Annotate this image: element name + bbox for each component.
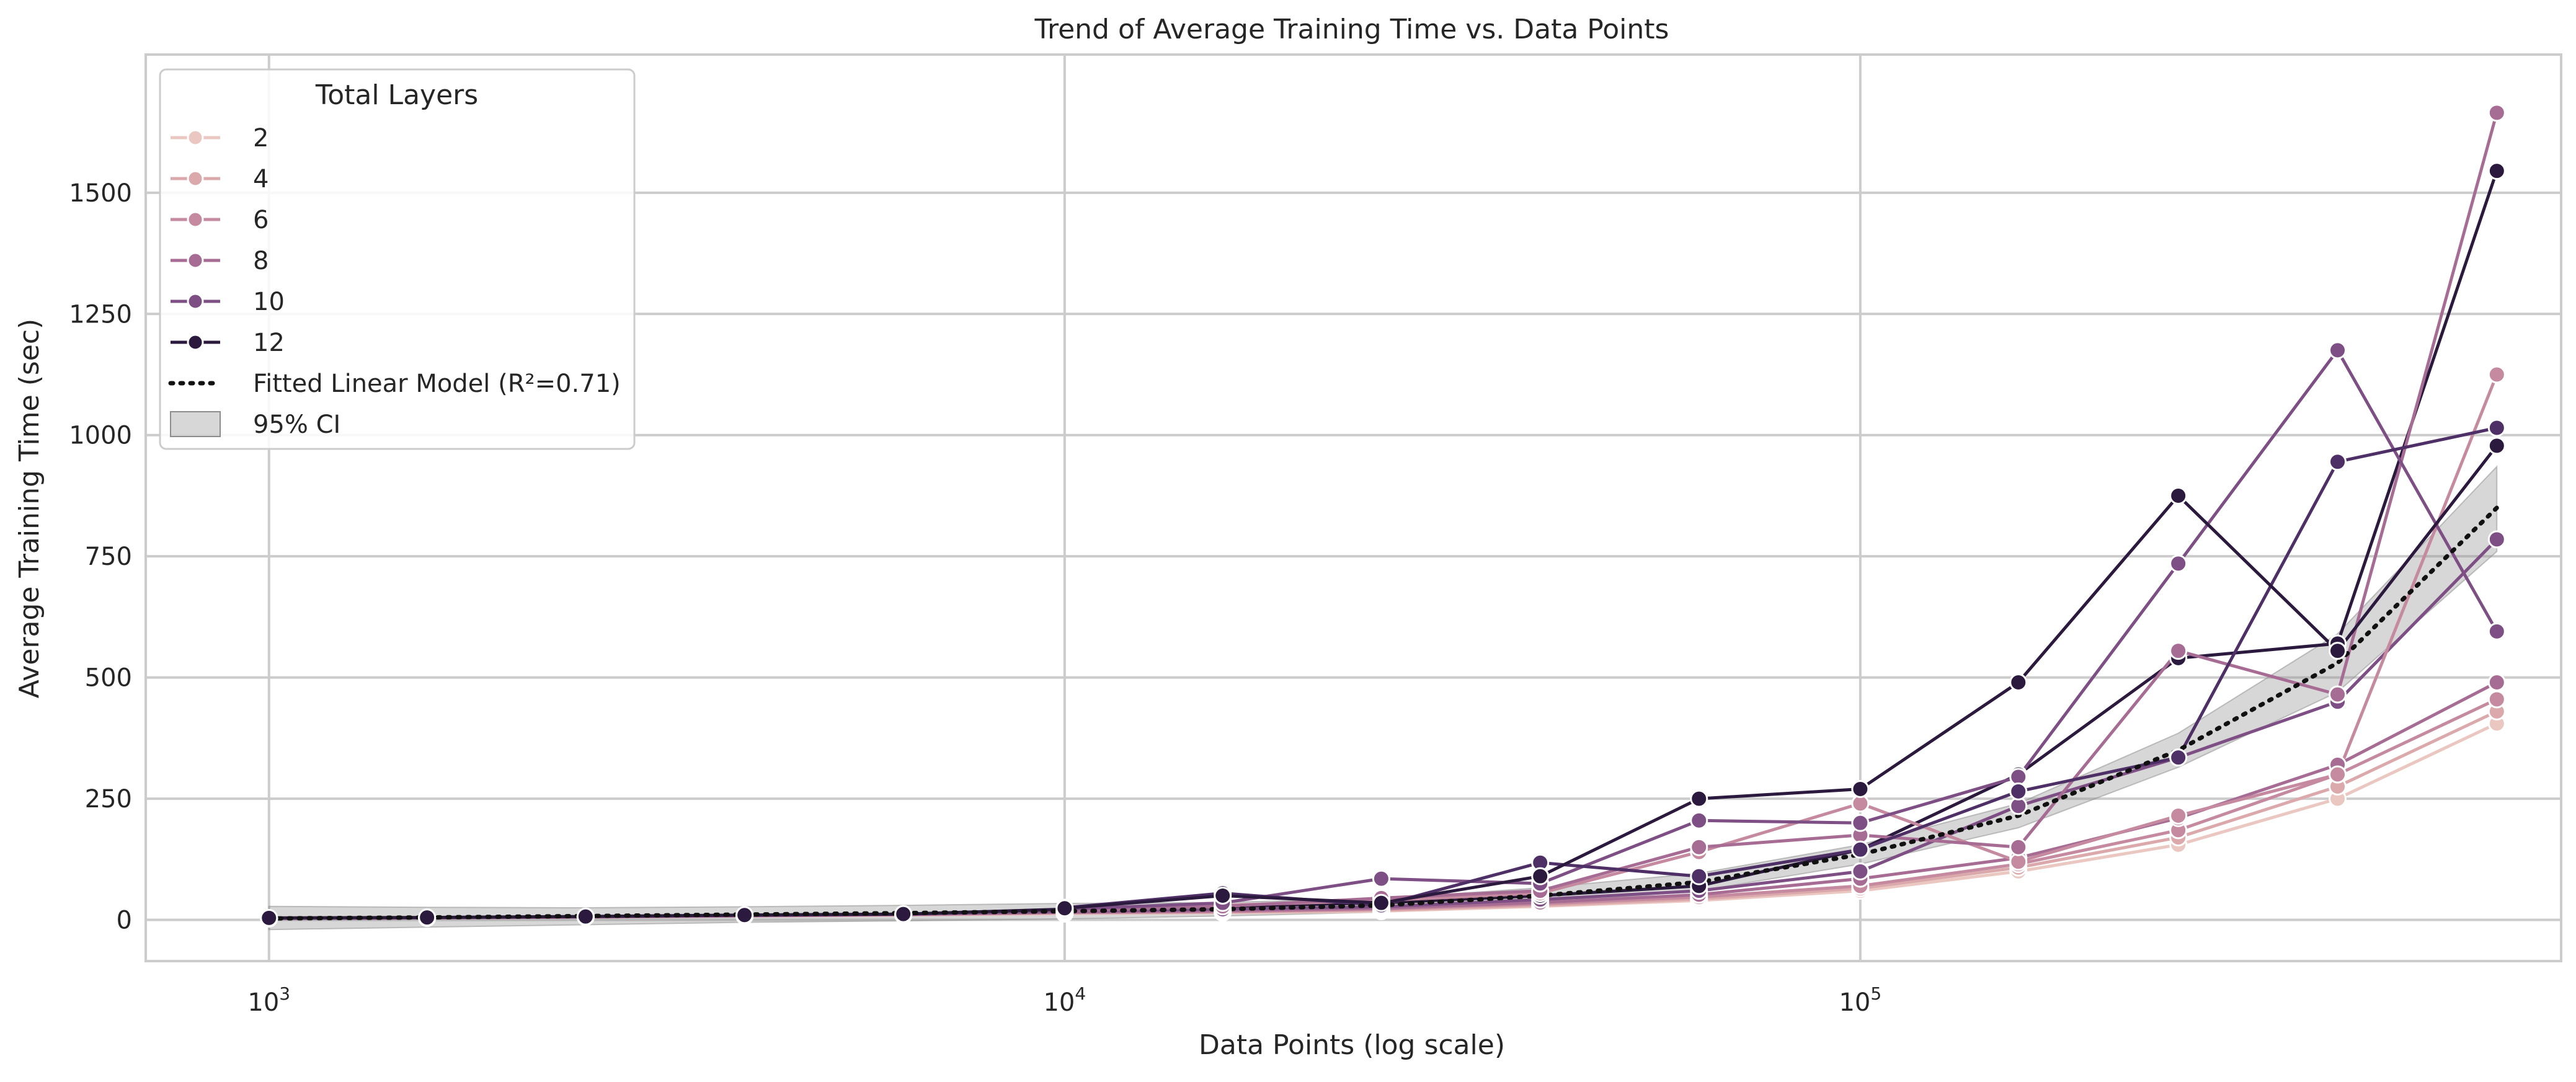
legend-label: 8 <box>253 247 269 275</box>
legend-label: 6 <box>253 206 269 234</box>
x-axis-label: Data Points (log scale) <box>1199 1029 1505 1061</box>
series-extra-4-line <box>1064 445 2498 910</box>
x-tick-label: 105 <box>1839 983 1881 1017</box>
series-extra-0-point <box>2487 365 2506 384</box>
legend-label: 12 <box>253 329 285 357</box>
y-tick-label: 500 <box>85 664 132 693</box>
series-extra-4-point <box>2009 673 2028 691</box>
series-extra-2-point <box>1372 869 1390 888</box>
series-extra-1-line <box>1064 112 2498 913</box>
series-8-point <box>2487 673 2506 691</box>
y-axis-label: Average Training Time (sec) <box>14 319 45 698</box>
legend-swatch-ci <box>170 411 221 437</box>
series-extra-3-point <box>1690 867 1708 885</box>
legend-swatch-marker <box>187 334 204 351</box>
series-extra-2-point <box>2329 341 2347 360</box>
series-6-point <box>2487 690 2506 709</box>
series-10-point <box>1851 862 1870 880</box>
x-tick-label: 104 <box>1043 983 1086 1017</box>
legend-label: 4 <box>253 165 269 193</box>
series-extra-1-point <box>2009 838 2028 856</box>
series-extra-1-point <box>2487 104 2506 122</box>
series-extra-3-point <box>2169 748 2188 767</box>
legend-swatch-marker <box>187 293 204 310</box>
legend-label: 10 <box>253 288 285 316</box>
tick-labels: 0 250 500 750 1000 1250 1500 103 104 105 <box>69 179 1881 1017</box>
series-12-point <box>735 906 754 925</box>
y-tick-label: 750 <box>85 543 132 571</box>
series-extra-4-point <box>1055 899 1074 918</box>
series-extra-0-point <box>2169 806 2188 825</box>
series-extra-2-point <box>2169 554 2188 573</box>
series-12-point <box>2487 162 2506 180</box>
chart-title: Trend of Average Training Time vs. Data … <box>1034 14 1669 45</box>
series-extra-1-point <box>2169 642 2188 660</box>
legend-box <box>159 68 636 450</box>
series-extra-4-point <box>2329 642 2347 660</box>
series-extra-1-point <box>1690 838 1708 856</box>
series-extra-4-point <box>1372 894 1390 912</box>
series-extra-4-point <box>2169 486 2188 505</box>
y-tick-label: 0 <box>117 907 132 935</box>
series-12-point <box>260 908 278 927</box>
legend-label: 95% CI <box>253 410 340 439</box>
series-12-point <box>576 907 595 926</box>
series-extra-2-point <box>1690 811 1708 830</box>
legend-label: 2 <box>253 124 269 153</box>
legend: Total Layers 2 4 6 8 10 12 Fitted Linear Model… <box>159 68 636 450</box>
series-12-point <box>418 908 437 927</box>
series-markers <box>260 104 2506 928</box>
series-extra-3-point <box>2009 782 2028 800</box>
legend-swatch-marker <box>187 252 204 269</box>
y-tick-label: 1500 <box>69 179 132 208</box>
x-tick-label: 103 <box>247 983 290 1017</box>
legend-swatch-marker <box>187 211 204 228</box>
legend-label: Fitted Linear Model (R²=0.71) <box>253 370 621 398</box>
series-10-point <box>2487 530 2506 549</box>
grid <box>146 55 2561 961</box>
series-extra-2-point <box>2487 622 2506 641</box>
series-extra-3-point <box>1851 840 1870 859</box>
series-extra-2-line <box>1064 348 2498 911</box>
legend-title: Total Layers <box>315 79 478 111</box>
series-12-point <box>894 905 913 923</box>
series-extra-4-point <box>1531 867 1550 885</box>
y-tick-label: 250 <box>85 785 132 814</box>
series-extra-4-point <box>1214 886 1232 905</box>
series-extra-2-point <box>1851 814 1870 832</box>
legend-swatch-marker <box>187 170 204 187</box>
series-extra-4-point <box>1851 779 1870 798</box>
series-extra-3-point <box>2487 419 2506 437</box>
series-extra-0-point <box>2329 765 2347 784</box>
series-extra-1-point <box>2329 685 2347 704</box>
series-extra-4-point <box>2487 437 2506 455</box>
series-extra-4-point <box>1690 789 1708 808</box>
y-tick-label: 1000 <box>69 422 132 450</box>
series-extra-3-point <box>2329 453 2347 471</box>
legend-swatch-marker <box>187 129 204 146</box>
y-tick-label: 1250 <box>69 300 132 329</box>
